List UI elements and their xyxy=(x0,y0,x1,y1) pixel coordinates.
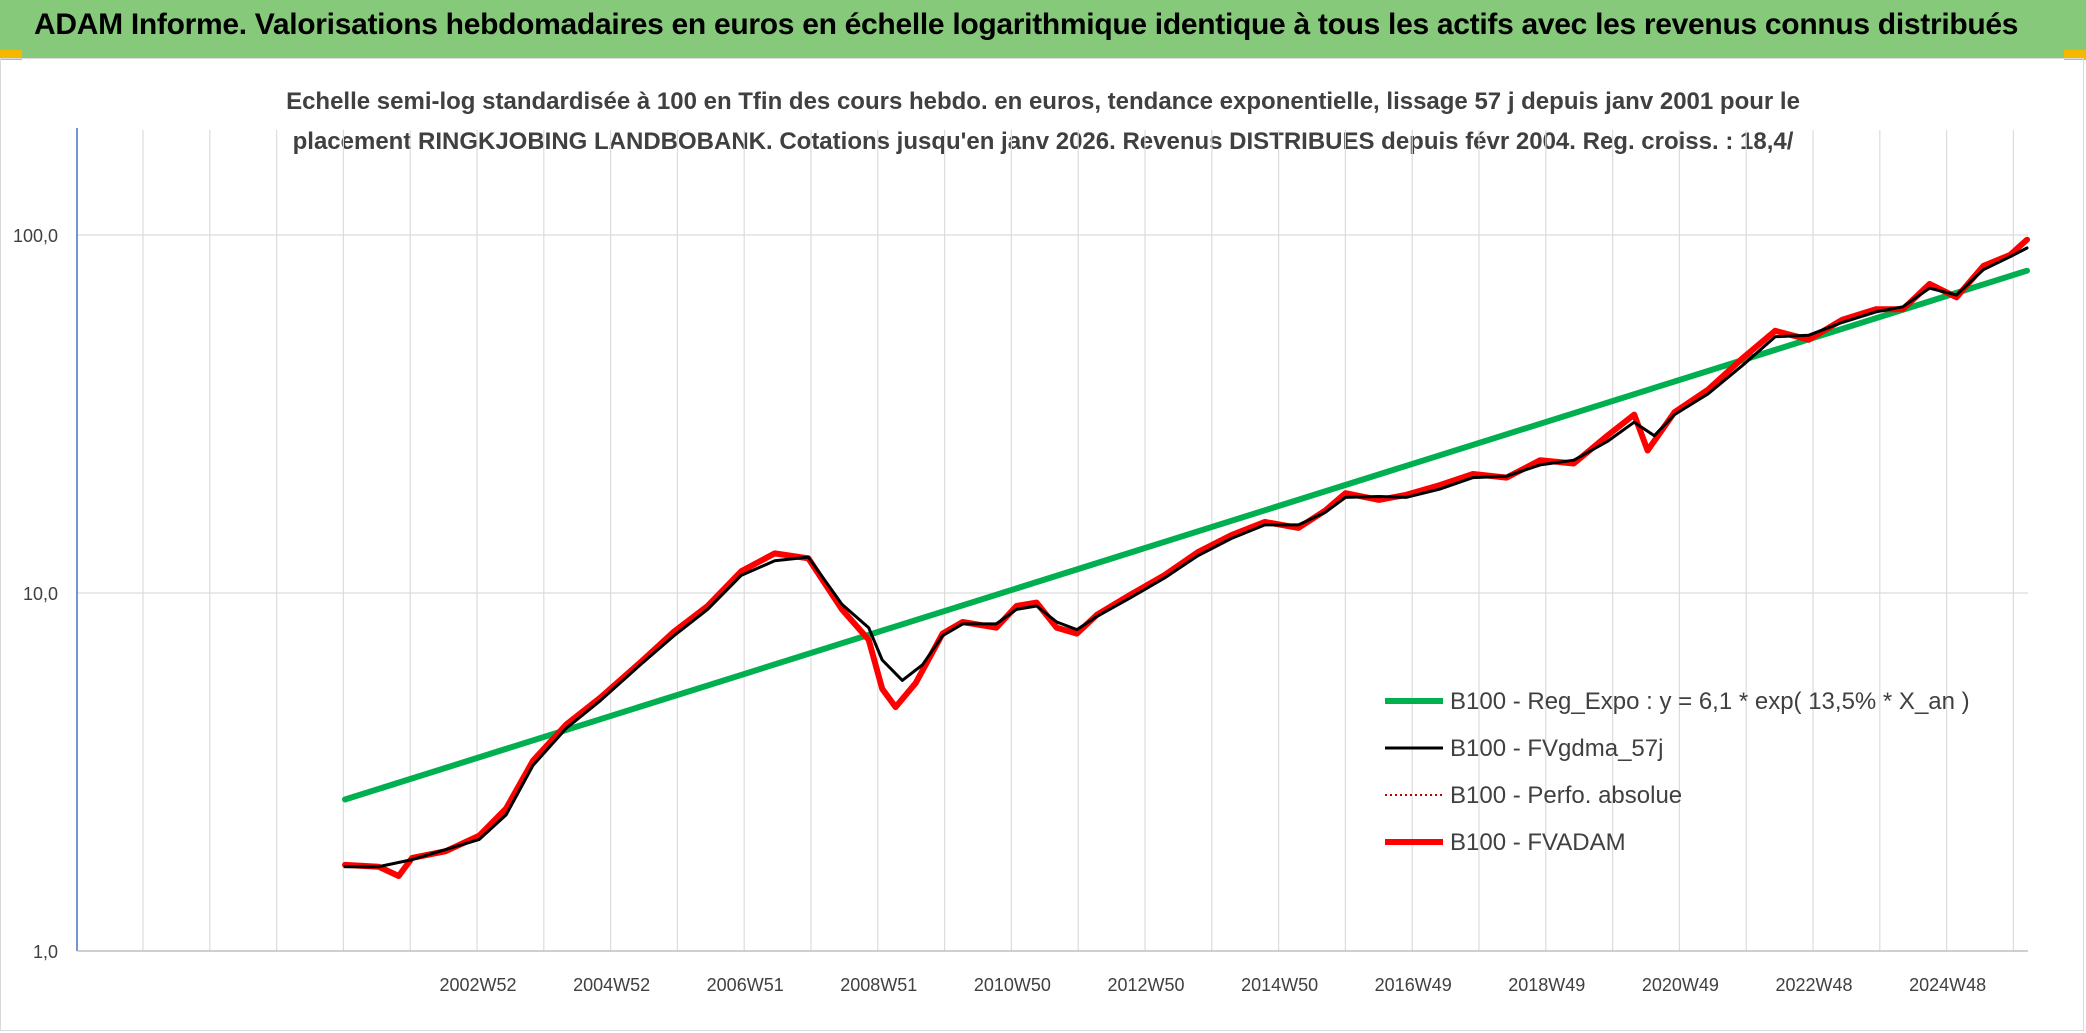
x-tick-label: 2016W49 xyxy=(1375,975,1452,995)
x-tick-label: 2002W52 xyxy=(439,975,516,995)
legend-label: B100 - Perfo. absolue xyxy=(1450,782,1682,809)
x-tick-label: 2014W50 xyxy=(1241,975,1318,995)
y-tick-label: 10,0 xyxy=(23,584,58,604)
legend-label: B100 - Reg_Expo : y = 6,1 * exp( 13,5% *… xyxy=(1450,688,1970,715)
x-tick-label: 2020W49 xyxy=(1642,975,1719,995)
gridlines xyxy=(77,130,2028,951)
x-tick-label: 2004W52 xyxy=(573,975,650,995)
corner-marker-left xyxy=(0,50,22,60)
chart-subtitle-line2: placement RINGKJOBING LANDBOBANK. Cotati… xyxy=(292,128,1794,155)
legend-label: B100 - FVgdma_57j xyxy=(1450,735,1663,762)
x-tick-label: 2024W48 xyxy=(1909,975,1986,995)
x-tick-label: 2006W51 xyxy=(707,975,784,995)
y-tick-label: 100,0 xyxy=(13,226,58,246)
series-line xyxy=(343,246,2029,869)
corner-marker-right xyxy=(2064,50,2086,60)
report-title: ADAM Informe. Valorisations hebdomadaire… xyxy=(34,8,2019,41)
y-axis: 1,0 10,0 100,0 xyxy=(13,128,78,962)
series-line xyxy=(342,236,2030,879)
legend: B100 - Reg_Expo : y = 6,1 * exp( 13,5% *… xyxy=(1385,688,1970,856)
x-tick-label: 2008W51 xyxy=(840,975,917,995)
title-banner: ADAM Informe. Valorisations hebdomadaire… xyxy=(0,0,2086,58)
y-tick-label: 1,0 xyxy=(33,942,58,962)
x-tick-label: 2018W49 xyxy=(1508,975,1585,995)
x-tick-label: 2022W48 xyxy=(1775,975,1852,995)
series-line xyxy=(342,267,2030,803)
legend-label: B100 - FVADAM xyxy=(1450,829,1626,856)
x-axis: 2002W52 2004W52 2006W51 2008W51 2010W50 2012W… xyxy=(77,950,2028,995)
chart-frame xyxy=(0,58,2084,1031)
x-tick-label: 2012W50 xyxy=(1107,975,1184,995)
series-lines xyxy=(342,236,2030,879)
x-tick-label: 2010W50 xyxy=(974,975,1051,995)
chart-subtitle-line1: Echelle semi-log standardisée à 100 en T… xyxy=(286,88,1800,115)
